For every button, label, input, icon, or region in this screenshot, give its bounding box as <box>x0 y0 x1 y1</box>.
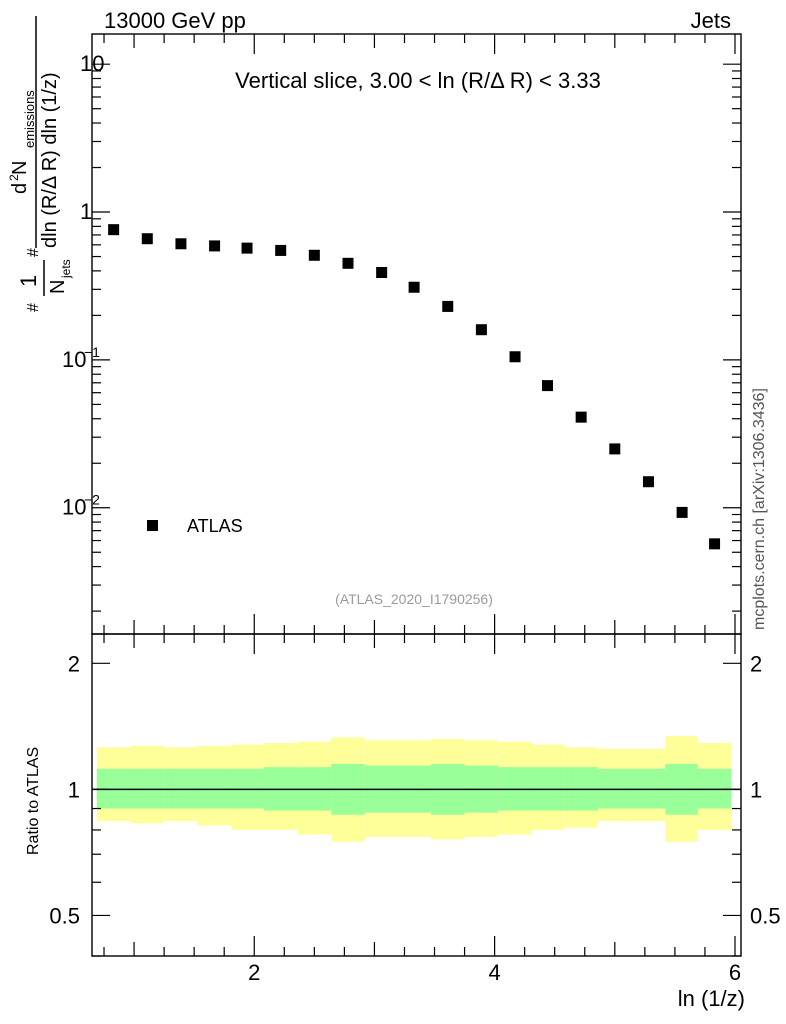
band-stat-bin-4 <box>231 768 264 809</box>
band-stat-bin-2 <box>164 768 198 809</box>
data-points <box>108 224 721 550</box>
data-point <box>676 506 688 518</box>
data-point <box>609 443 621 455</box>
side-note: mcplots.cern.ch [arXiv:1306.3436] <box>751 388 768 630</box>
main-y-tick-label: 10 <box>80 51 104 76</box>
band-stat-bin-3 <box>197 768 232 809</box>
band-stat-bin-18 <box>697 768 732 809</box>
ylabel-hash-1: # <box>25 303 42 312</box>
data-point <box>542 380 554 392</box>
ratio-y-tick-label-left: 2 <box>68 651 80 676</box>
data-point <box>175 238 187 250</box>
ylabel-prefactor-den: N <box>47 280 69 294</box>
data-point <box>141 233 153 245</box>
main-frame <box>91 33 742 635</box>
ylabel-hash-2: # <box>25 248 42 257</box>
axes <box>91 33 742 957</box>
main-y-tick-label: 10 <box>62 495 86 520</box>
main-y-tick-label: 10 <box>62 347 86 372</box>
data-point <box>342 257 354 269</box>
ylabel-frac-num-n: N <box>9 161 31 175</box>
data-point <box>509 351 521 363</box>
x-tick-label: 2 <box>248 960 260 985</box>
band-stat-bin-0 <box>96 768 131 809</box>
data-point <box>108 224 120 236</box>
data-point <box>241 242 253 254</box>
data-point <box>575 411 587 423</box>
ylabel-prefactor-den-sub: jets <box>59 259 73 279</box>
main-y-tick-label-exp: −1 <box>84 344 100 360</box>
band-stat-bin-15 <box>597 768 632 809</box>
data-point <box>408 281 420 293</box>
legend-label: ATLAS <box>187 516 243 536</box>
data-point <box>442 300 454 312</box>
ylabel-prefactor-num: 1 <box>16 275 41 287</box>
data-point <box>642 476 654 488</box>
header-right: Jets <box>691 8 731 33</box>
ylabel-frac-num-sub: emissions <box>22 90 37 148</box>
band-stat-bin-16 <box>631 768 666 809</box>
ratio-y-tick-label-right: 0.5 <box>750 903 781 928</box>
legend-marker <box>147 520 158 531</box>
main-y-axis-label: # 1 N jets # d 2 N emissions dln (R/Δ R)… <box>7 16 73 312</box>
data-point <box>308 249 320 261</box>
chart-title: Vertical slice, 3.00 < ln (R/Δ R) < 3.33 <box>235 68 601 93</box>
watermark: (ATLAS_2020_I1790256) <box>335 591 493 607</box>
x-tick-label: 6 <box>729 960 741 985</box>
ylabel-frac-num-sup: 2 <box>7 174 21 181</box>
header-left: 13000 GeV pp <box>104 8 246 33</box>
ratio-y-axis-label: Ratio to ATLAS <box>25 747 42 855</box>
ratio-y-tick-label-right: 1 <box>750 777 762 802</box>
ylabel-frac-den: dln (R/Δ R) dln (1/z) <box>39 72 61 248</box>
data-point <box>209 240 221 252</box>
x-axis-label: ln (1/z) <box>678 986 745 1011</box>
data-point <box>275 244 287 256</box>
ratio-y-tick-label-left: 0.5 <box>49 903 80 928</box>
main-y-tick-label: 1 <box>80 199 92 224</box>
ylabel-frac-num-d: d <box>9 183 31 194</box>
band-stat-bin-1 <box>130 768 165 809</box>
ratio-frame <box>91 633 742 957</box>
data-point <box>376 267 388 279</box>
x-tick-label: 4 <box>488 960 500 985</box>
data-point <box>709 538 721 550</box>
ratio-y-tick-label-left: 1 <box>68 777 80 802</box>
ratio-y-tick-label-right: 2 <box>750 651 762 676</box>
main-y-tick-label-exp: −2 <box>84 492 100 508</box>
data-point <box>475 324 487 336</box>
